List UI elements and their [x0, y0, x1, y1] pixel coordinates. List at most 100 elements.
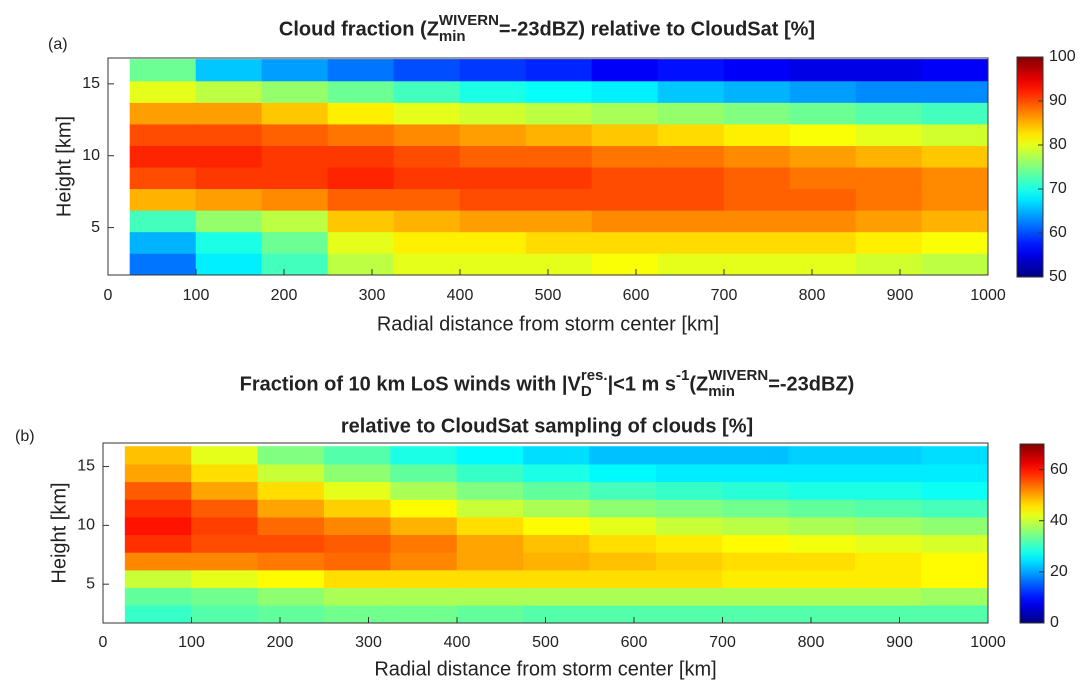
heatmap-cell	[323, 534, 391, 553]
heatmap-cell	[723, 80, 791, 103]
heatmap-cell	[323, 446, 391, 465]
heatmap-cell	[655, 516, 723, 536]
heatmap-cell	[589, 481, 657, 500]
heatmap-cell	[788, 587, 856, 606]
heatmap-cell	[327, 188, 395, 211]
heatmap-cell	[257, 534, 325, 553]
heatmap-cell	[261, 123, 329, 146]
y-tick-label: 5	[91, 219, 100, 236]
heatmap-cell	[327, 102, 395, 125]
heatmap-cell	[456, 552, 524, 571]
heatmap-cell	[261, 210, 329, 233]
heatmap-cell	[655, 481, 723, 500]
heatmap-cell	[591, 231, 659, 254]
heatmap-cell	[261, 145, 329, 168]
y-tick-label: 10	[77, 517, 95, 534]
heatmap-cell	[855, 59, 923, 82]
heatmap-cell	[789, 80, 857, 103]
heatmap-cell	[723, 188, 791, 211]
panel-label: (a)	[48, 36, 68, 53]
heatmap-cell	[722, 552, 790, 571]
heatmap-cell	[129, 123, 197, 146]
heatmap-cell	[393, 59, 461, 82]
heatmap-cell	[525, 80, 593, 103]
heatmap-cell	[327, 166, 395, 190]
heatmap-cell	[523, 446, 591, 465]
heatmap-cell	[523, 552, 591, 571]
heatmap-cell	[789, 166, 857, 190]
heatmap-cell	[789, 188, 857, 211]
heatmap-cell	[657, 166, 725, 190]
heatmap-cell	[393, 145, 461, 168]
heatmap-cell	[722, 463, 790, 483]
heatmap-cell	[393, 102, 461, 125]
heatmap-cell	[855, 102, 923, 125]
title-text: =-23dBZ)	[768, 373, 854, 395]
heatmap-cell	[591, 166, 659, 190]
heatmap-cell	[257, 605, 325, 624]
heatmap-cell	[921, 80, 989, 103]
heatmap-cell	[191, 481, 259, 500]
heatmap-cell	[525, 59, 593, 82]
heatmap-cell	[591, 123, 659, 146]
heatmap-cell	[195, 80, 263, 103]
heatmap-cell	[921, 569, 989, 589]
heatmap-cell	[191, 552, 259, 571]
heatmap-cell	[788, 552, 856, 571]
heatmap-cell	[323, 499, 391, 518]
title-text: (Z	[689, 373, 708, 395]
heatmap-cell	[390, 534, 458, 553]
heatmap-cell	[523, 499, 591, 518]
heatmap-cell	[390, 569, 458, 589]
heatmap-cell	[393, 231, 461, 254]
heatmap-cell	[129, 253, 197, 276]
heatmap-cell	[591, 145, 659, 168]
heatmap-cell	[393, 80, 461, 103]
colorbar-tick-label: 100	[1049, 48, 1076, 65]
heatmap-cell	[788, 534, 856, 553]
heatmap-cell	[591, 188, 659, 211]
heatmap-cell	[657, 80, 725, 103]
heatmap-cell	[323, 587, 391, 606]
heatmap-cell	[855, 210, 923, 233]
heatmap-cell	[589, 569, 657, 589]
x-tick-label: 300	[359, 287, 386, 304]
heatmap-cell	[723, 253, 791, 276]
title-text: WIVERN	[708, 367, 768, 384]
heatmap-cell	[789, 102, 857, 125]
title-text: |<1 m s	[608, 373, 676, 395]
heatmap-cell	[591, 80, 659, 103]
heatmap-cell	[459, 253, 527, 276]
heatmap-cell	[921, 516, 989, 536]
heatmap-cell	[855, 80, 923, 103]
heatmap-cell	[390, 481, 458, 500]
x-tick-label: 900	[886, 634, 913, 651]
heatmap-cell	[195, 166, 263, 190]
heatmap-cell	[124, 516, 192, 536]
heatmap-cell	[459, 210, 527, 233]
heatmap-cell	[261, 188, 329, 211]
heatmap-cell	[921, 188, 989, 211]
heatmap-cell	[261, 102, 329, 125]
panel-label: (b)	[15, 428, 35, 445]
heatmap-cell	[459, 102, 527, 125]
heatmap-cell	[257, 463, 325, 483]
heatmap-cell	[657, 188, 725, 211]
heatmap-cell	[129, 231, 197, 254]
title-text: Cloud fraction (Z	[279, 18, 439, 40]
heatmap-cell	[124, 499, 192, 518]
heatmap-cell	[789, 123, 857, 146]
heatmap-cell	[191, 516, 259, 536]
heatmap-cell	[855, 145, 923, 168]
heatmap-cell	[788, 569, 856, 589]
heatmap-cell	[195, 188, 263, 211]
chart-title: Fraction of 10 km LoS winds with |V res.D…	[240, 367, 855, 400]
heatmap-cell	[854, 516, 922, 536]
x-tick-label: 500	[535, 287, 562, 304]
heatmap-cell	[921, 231, 989, 254]
heatmap-cell	[390, 605, 458, 624]
heatmap-cell	[456, 463, 524, 483]
heatmap-cell	[655, 499, 723, 518]
